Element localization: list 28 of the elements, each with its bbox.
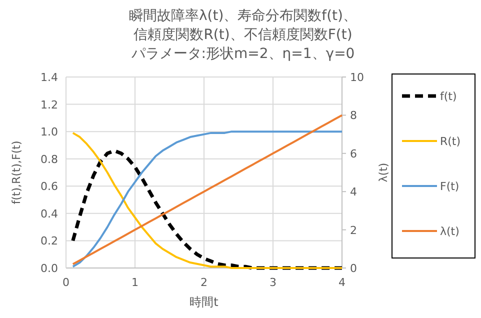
y-axis-title: f(t),R(t),F(t) — [10, 140, 23, 204]
y-tick-label: 1.2 — [40, 98, 58, 112]
y2-axis-title: λ(t) — [377, 162, 390, 182]
y2-tick-label: 0 — [350, 262, 357, 275]
y-tick-label: 1.4 — [40, 71, 58, 84]
y2-tick-label: 10 — [350, 71, 364, 84]
y2-tick-label: 8 — [350, 109, 357, 122]
y2-tick-label: 6 — [350, 147, 357, 160]
legend-label: f(t) — [440, 90, 457, 103]
y-tick-label: 1.0 — [40, 126, 58, 139]
chart-title: 瞬間故障率λ(t)、寿命分布関数f(t)、信頼度関数R(t)、不信頼度関数F(t) — [128, 8, 358, 43]
chart-subtitle: パラメータ:形状m=2、η=1、γ=0 — [130, 46, 355, 62]
y-tick-label: 0.6 — [40, 180, 58, 194]
y-tick-label: 0.2 — [40, 234, 58, 248]
legend-label: F(t) — [440, 180, 460, 193]
legend-label: λ(t) — [440, 225, 460, 238]
x-tick-label: 3 — [270, 276, 276, 289]
y-tick-label: 0.8 — [40, 152, 58, 166]
x-tick-label: 0 — [62, 276, 70, 289]
x-tick-label: 4 — [338, 276, 346, 289]
x-tick-label: 2 — [200, 276, 208, 289]
legend-label: R(t) — [440, 135, 461, 148]
x-axis-title: 時間t — [190, 295, 219, 309]
y2-tick-label: 2 — [350, 224, 357, 237]
y-tick-label: 0.0 — [40, 262, 58, 275]
x-tick-label: 1 — [132, 276, 138, 289]
y-tick-label: 0.4 — [40, 207, 58, 220]
y2-tick-label: 4 — [350, 186, 357, 199]
